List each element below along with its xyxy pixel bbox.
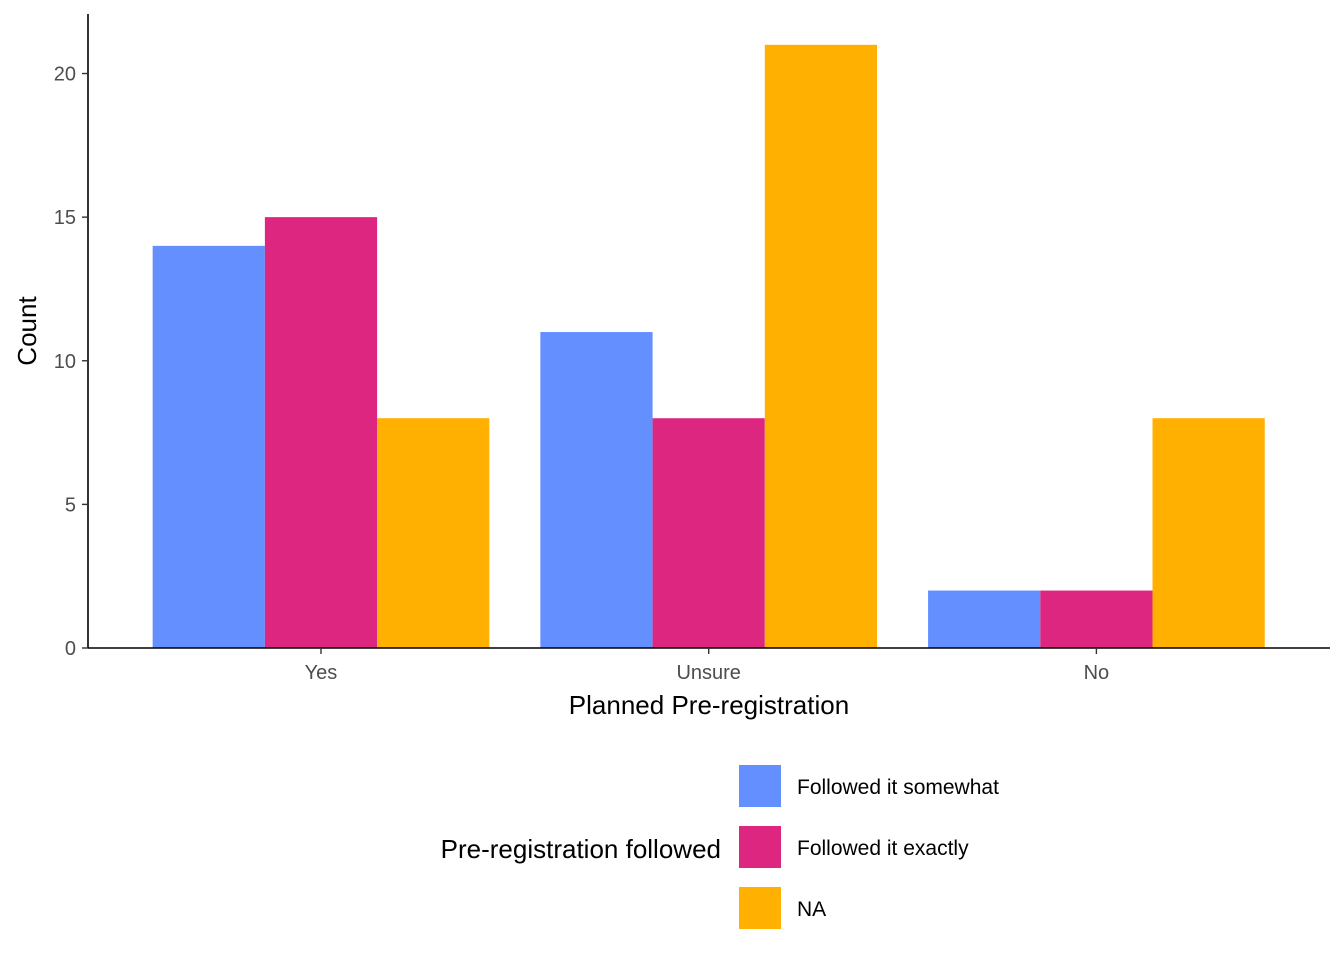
legend-key-followed-it-somewhat xyxy=(739,765,781,807)
y-axis-title: Count xyxy=(12,296,42,366)
y-tick-label: 10 xyxy=(54,351,76,373)
y-tick-label: 0 xyxy=(65,638,76,660)
x-tick-label: Yes xyxy=(305,662,338,684)
bar-no-na xyxy=(1152,418,1265,648)
bar-unsure-followed-it-exactly xyxy=(652,418,765,648)
legend-items: Followed it somewhat Followed it exactly N… xyxy=(739,765,999,929)
bar-unsure-na xyxy=(764,44,878,649)
ticks-layer: 0 5 10 15 20 Yes Unsure No xyxy=(54,64,1109,684)
x-tick-label: Unsure xyxy=(676,662,740,684)
legend-label: Followed it exactly xyxy=(797,837,969,860)
bar-yes-followed-it-somewhat xyxy=(152,245,265,648)
x-tick-label: No xyxy=(1084,662,1110,684)
y-tick-label: 5 xyxy=(65,494,76,516)
x-axis-title: Planned Pre-registration xyxy=(569,690,849,720)
bar-yes-na xyxy=(377,418,490,648)
bar-unsure-followed-it-somewhat xyxy=(540,332,653,648)
legend-key-na xyxy=(739,887,781,929)
legend-label: Followed it somewhat xyxy=(797,776,999,799)
bar-yes-followed-it-exactly xyxy=(264,217,378,648)
legend: Pre-registration followed Followed it so… xyxy=(441,765,999,929)
bar-no-followed-it-somewhat xyxy=(928,590,1041,648)
y-tick-label: 15 xyxy=(54,207,76,229)
legend-key-followed-it-exactly xyxy=(739,826,781,868)
y-tick-label: 20 xyxy=(54,64,76,86)
bar-no-followed-it-exactly xyxy=(1040,590,1153,648)
legend-label: NA xyxy=(797,898,826,921)
bars-layer xyxy=(152,44,1265,649)
legend-title: Pre-registration followed xyxy=(441,834,721,864)
